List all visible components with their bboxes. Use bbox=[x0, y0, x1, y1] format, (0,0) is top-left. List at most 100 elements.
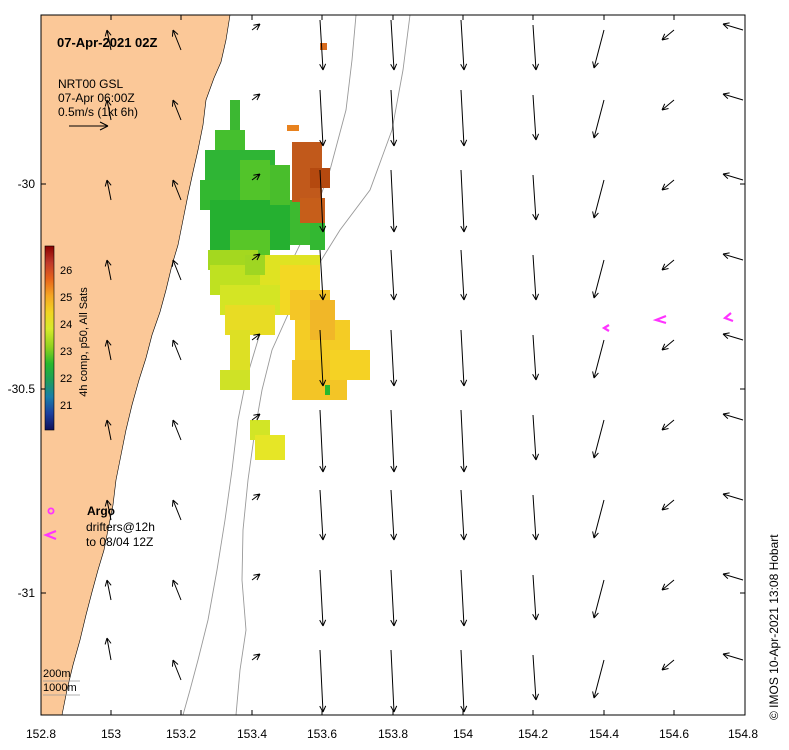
current-arrow bbox=[722, 652, 744, 661]
current-arrow bbox=[171, 339, 182, 361]
vector-legend: NRT00 GSL 07-Apr 06:00Z 0.5m/s (1kt 6h) bbox=[58, 77, 138, 131]
current-arrow bbox=[592, 29, 605, 69]
current-arrow bbox=[171, 499, 182, 521]
colorbar-tick: 22 bbox=[60, 373, 72, 385]
sst-pixel-block bbox=[310, 300, 335, 340]
current-arrow bbox=[171, 99, 182, 121]
current-arrow bbox=[661, 259, 675, 271]
current-arrow bbox=[661, 99, 675, 111]
current-arrow bbox=[390, 19, 398, 71]
current-arrow bbox=[532, 94, 540, 141]
x-tick-label: 153.6 bbox=[307, 727, 337, 741]
current-arrow bbox=[251, 573, 261, 581]
current-arrow bbox=[319, 409, 327, 473]
current-arrow bbox=[104, 499, 112, 521]
current-arrow bbox=[319, 89, 327, 147]
sst-pixel-block bbox=[220, 370, 250, 390]
current-arrow bbox=[722, 412, 744, 421]
sst-pixel-block bbox=[310, 220, 325, 250]
current-arrow bbox=[319, 169, 327, 233]
map-title: 07-Apr-2021 02Z bbox=[57, 35, 157, 50]
sst-pixel-block bbox=[320, 43, 327, 50]
current-arrow bbox=[104, 339, 112, 361]
current-vectors bbox=[104, 19, 744, 713]
colorbar-tick: 21 bbox=[60, 400, 72, 412]
current-arrow bbox=[722, 572, 744, 581]
current-arrow bbox=[532, 494, 540, 541]
credit-text: © IMOS 10-Apr-2021 13:08 Hobart bbox=[767, 534, 781, 720]
current-arrow bbox=[251, 413, 261, 421]
current-arrow bbox=[661, 179, 675, 191]
current-arrow bbox=[171, 579, 182, 601]
land-area bbox=[40, 14, 231, 716]
current-arrow bbox=[104, 579, 112, 601]
current-arrow bbox=[661, 29, 675, 41]
current-arrow bbox=[532, 414, 540, 461]
current-arrow bbox=[390, 249, 398, 301]
current-arrow bbox=[251, 253, 261, 261]
current-arrow bbox=[722, 492, 744, 501]
x-tick-label: 152.8 bbox=[26, 727, 56, 741]
scale-arrow-icon bbox=[69, 121, 109, 131]
current-arrow bbox=[251, 493, 261, 501]
current-arrow bbox=[592, 579, 605, 619]
current-arrow bbox=[661, 659, 675, 671]
colorbar-tick: 25 bbox=[60, 292, 72, 304]
current-arrow bbox=[592, 659, 605, 699]
current-arrow bbox=[532, 254, 540, 301]
current-arrow bbox=[722, 22, 744, 31]
vector-legend-scale: 0.5m/s (1kt 6h) bbox=[58, 105, 138, 119]
current-arrow bbox=[661, 499, 675, 511]
current-arrow bbox=[722, 252, 744, 261]
current-arrow bbox=[460, 569, 468, 627]
drifter-markers bbox=[601, 312, 734, 332]
current-arrow bbox=[592, 419, 605, 459]
current-arrow bbox=[171, 659, 182, 681]
current-arrow bbox=[319, 489, 327, 541]
current-arrow bbox=[460, 329, 468, 387]
current-arrow bbox=[319, 329, 327, 387]
current-arrow bbox=[592, 499, 605, 539]
current-arrow bbox=[661, 579, 675, 591]
current-arrow bbox=[460, 249, 468, 301]
drifter-label-2: to 08/04 12Z bbox=[86, 535, 153, 549]
contour-1000m bbox=[235, 14, 411, 716]
y-tick-label: -30 bbox=[18, 177, 36, 191]
current-arrow bbox=[532, 574, 540, 621]
x-tick-label: 154.8 bbox=[728, 727, 758, 741]
colorbar-tick: 26 bbox=[60, 265, 72, 277]
depth-label-1000: 1000m bbox=[43, 682, 77, 694]
current-arrow bbox=[390, 329, 398, 387]
current-arrow bbox=[460, 19, 468, 71]
current-arrow bbox=[532, 174, 540, 221]
current-arrow bbox=[390, 569, 398, 627]
x-tick-label: 154.6 bbox=[659, 727, 689, 741]
current-arrow bbox=[251, 23, 261, 31]
current-arrow bbox=[171, 179, 182, 201]
current-arrow bbox=[104, 419, 112, 441]
current-arrow bbox=[592, 259, 605, 299]
drifter-marker bbox=[601, 324, 610, 332]
current-arrow bbox=[319, 19, 327, 71]
sst-pixel-block bbox=[240, 160, 270, 200]
x-tick-label: 154 bbox=[453, 727, 473, 741]
colorbar-label: 4h comp, p50, All Sats bbox=[78, 287, 90, 397]
current-arrow bbox=[460, 169, 468, 233]
sst-pixel-block bbox=[300, 198, 325, 223]
current-arrow bbox=[104, 179, 112, 201]
current-arrow bbox=[661, 419, 675, 431]
sst-pixel-block bbox=[325, 385, 330, 395]
y-axis-labels: -30 -30.5 -31 bbox=[8, 177, 36, 600]
current-arrow bbox=[532, 334, 540, 381]
x-tick-label: 153 bbox=[101, 727, 121, 741]
current-arrow bbox=[460, 89, 468, 147]
sst-pixel-block bbox=[287, 125, 299, 131]
colorbar: 26 25 24 23 22 21 4h comp, p50, All Sats bbox=[44, 245, 90, 431]
colorbar-tick: 24 bbox=[60, 319, 72, 331]
colorbar-tick: 23 bbox=[60, 346, 72, 358]
current-arrow bbox=[319, 569, 327, 627]
current-arrow bbox=[104, 259, 112, 281]
current-arrow bbox=[251, 173, 261, 181]
current-arrow bbox=[722, 332, 744, 341]
